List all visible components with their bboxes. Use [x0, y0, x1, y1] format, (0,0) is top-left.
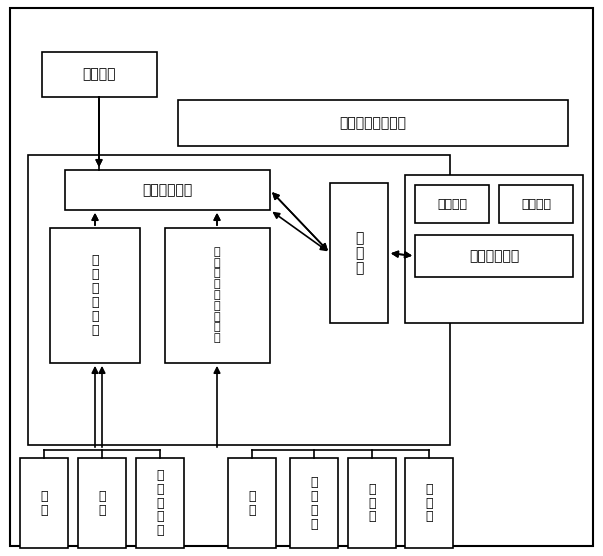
Bar — [348, 458, 396, 548]
Text: 变
压
器
已
有
档
测
数
据: 变 压 器 已 有 档 测 数 据 — [213, 247, 220, 343]
Bar — [136, 458, 184, 548]
Text: 诊断预警: 诊断预警 — [437, 197, 467, 211]
Text: 时钟系统: 时钟系统 — [82, 67, 116, 81]
Text: 麦
克
风
阵
列: 麦 克 风 阵 列 — [156, 469, 164, 538]
Bar — [65, 170, 270, 210]
Bar — [178, 100, 568, 146]
Text: 油
色
谱: 油 色 谱 — [368, 483, 376, 524]
Bar — [499, 185, 573, 223]
Text: 人机交互界面接口: 人机交互界面接口 — [339, 116, 406, 130]
Bar — [415, 235, 573, 277]
Bar — [405, 458, 453, 548]
Text: 诊断结果: 诊断结果 — [521, 197, 551, 211]
Text: 结
构
图: 结 构 图 — [425, 483, 433, 524]
Bar — [290, 458, 338, 548]
Bar — [50, 228, 140, 363]
Text: 特征提取模块: 特征提取模块 — [142, 183, 192, 197]
Text: 振
动: 振 动 — [98, 489, 106, 517]
Text: 声
学
信
号
采
集: 声 学 信 号 采 集 — [91, 254, 99, 336]
Bar — [415, 185, 489, 223]
Bar — [20, 458, 68, 548]
Bar — [28, 155, 450, 445]
Text: 声
强: 声 强 — [40, 489, 48, 517]
Bar — [78, 458, 126, 548]
Bar — [42, 52, 157, 97]
Bar — [165, 228, 270, 363]
Bar — [330, 183, 388, 323]
Text: 局
放: 局 放 — [248, 489, 256, 517]
Bar — [405, 175, 583, 323]
Text: 推理机制模块: 推理机制模块 — [469, 249, 519, 263]
Text: 特
征
库: 特 征 库 — [355, 231, 363, 275]
Text: 运
行
状
况: 运 行 状 况 — [311, 475, 318, 530]
Bar — [228, 458, 276, 548]
